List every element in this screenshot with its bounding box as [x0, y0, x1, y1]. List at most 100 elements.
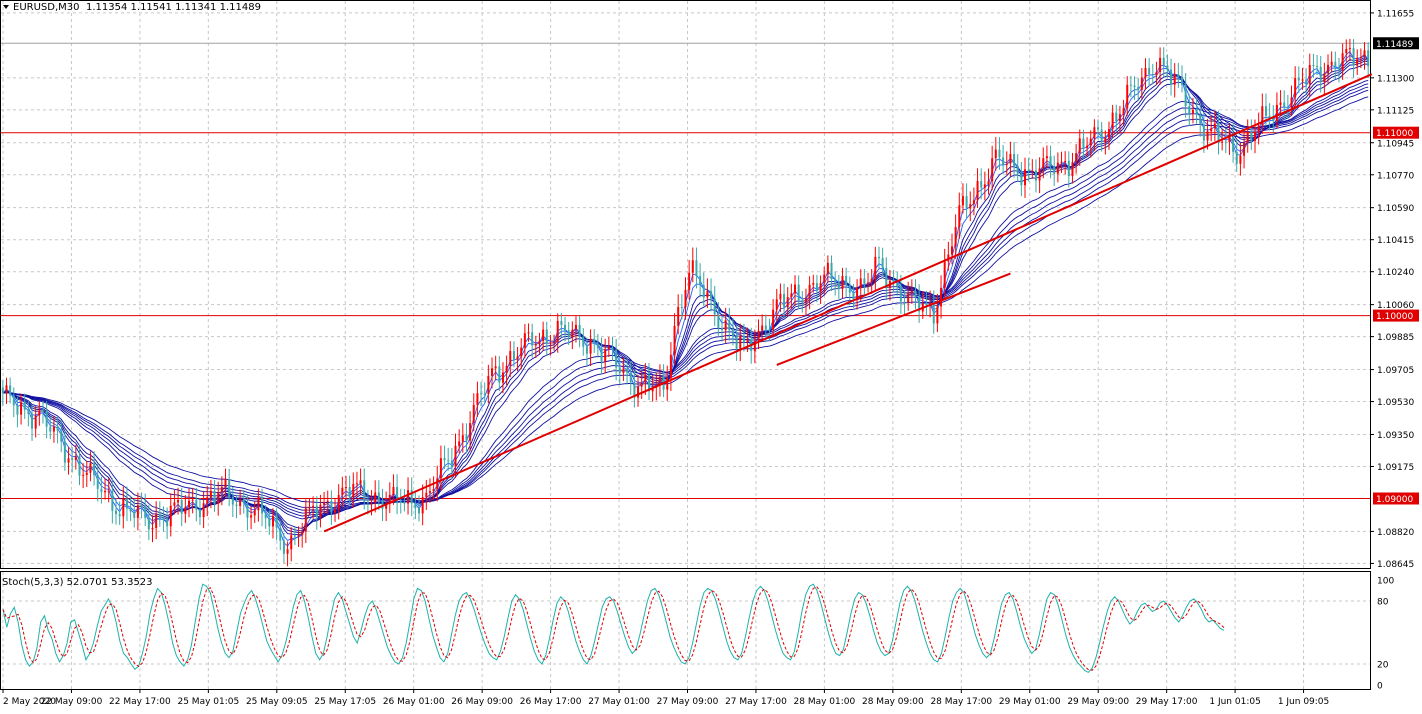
- candle-body: [702, 285, 705, 298]
- candle-body: [987, 181, 990, 185]
- ema-line-35: [2, 79, 1369, 517]
- candle-body: [282, 540, 285, 554]
- candle-body: [706, 291, 709, 298]
- candle-body: [950, 246, 953, 255]
- ohlc-label: 1.11354 1.11541 1.11341 1.11489: [86, 2, 261, 13]
- candle-body: [976, 181, 979, 201]
- candle-body: [571, 329, 574, 338]
- candle-body: [867, 282, 870, 285]
- candle-body: [491, 368, 494, 376]
- candle-body: [1002, 157, 1005, 165]
- trendline: [323, 73, 1373, 533]
- trendlines[interactable]: [323, 73, 1373, 533]
- candle-body: [1140, 77, 1143, 90]
- candle-body: [932, 302, 935, 324]
- candle-body: [768, 329, 771, 331]
- stoch-axis-label: 20: [1377, 661, 1389, 671]
- candle-body: [1367, 50, 1370, 67]
- candle-body: [910, 291, 913, 294]
- candle-body: [633, 382, 636, 398]
- candle-body: [735, 336, 738, 349]
- candle-body: [12, 395, 15, 406]
- candle-body: [1359, 57, 1362, 59]
- level-price-tag-bg: [1373, 492, 1419, 505]
- candle-body: [545, 329, 548, 344]
- candle-body: [881, 258, 884, 268]
- candle-body: [647, 375, 650, 392]
- candle-body: [713, 298, 716, 315]
- candle-body: [826, 262, 829, 275]
- candle-body: [432, 489, 435, 492]
- candle-body: [169, 505, 172, 527]
- candle-body: [1027, 169, 1030, 171]
- candle-body: [629, 372, 632, 383]
- candle-body: [180, 500, 183, 514]
- candle-body: [264, 513, 267, 519]
- candle-body: [129, 508, 132, 512]
- candle-body: [907, 293, 910, 303]
- candle-body: [359, 480, 362, 484]
- candle-body: [688, 272, 691, 291]
- candle-body: [253, 510, 256, 516]
- candle-body: [173, 502, 176, 506]
- candle-body: [1016, 165, 1019, 174]
- candle-body: [899, 286, 902, 302]
- candle-body: [852, 292, 855, 300]
- candle-body: [1086, 145, 1089, 148]
- price-axis: 1.11655 1.11300 1.11125 1.10945 1.10770 1.105…: [1370, 9, 1414, 570]
- candle-body: [1213, 123, 1216, 129]
- candle-body: [483, 393, 486, 395]
- candle-body: [1180, 76, 1183, 85]
- candle-body: [89, 463, 92, 473]
- price-axis-label: 1.10060: [1377, 301, 1414, 311]
- candle-body: [1232, 137, 1235, 152]
- candle-body: [1243, 142, 1246, 156]
- candle-body: [1038, 168, 1041, 181]
- candle-body: [1020, 173, 1023, 186]
- candle-body: [1224, 141, 1227, 143]
- candle-body: [1162, 57, 1165, 66]
- candle-body: [903, 301, 906, 303]
- candle-body: [1173, 74, 1176, 85]
- candle-body: [600, 347, 603, 362]
- candle-body: [790, 293, 793, 298]
- candle-body: [914, 291, 917, 297]
- time-axis-label: 26 May 09:00: [451, 697, 513, 707]
- candle-body: [96, 475, 99, 489]
- candle-body: [1261, 106, 1264, 126]
- price-axis-label: 1.11300: [1377, 74, 1414, 84]
- candle-body: [436, 478, 439, 490]
- candle-body: [428, 491, 431, 493]
- candle-body: [355, 483, 358, 485]
- candle-body: [177, 500, 180, 503]
- candle-body: [407, 490, 410, 504]
- candle-body: [1024, 169, 1027, 186]
- candle-body: [1348, 48, 1351, 50]
- candle-body: [1159, 57, 1162, 73]
- candle-body: [1082, 138, 1085, 148]
- candle-body: [275, 515, 278, 528]
- triangle-down-icon[interactable]: [3, 5, 9, 9]
- candle-body: [1250, 132, 1253, 141]
- candle-body: [34, 415, 37, 429]
- price-axis-label: 1.10240: [1377, 268, 1414, 278]
- candle-body: [1100, 129, 1103, 142]
- candle-body: [1316, 65, 1319, 67]
- candle-body: [710, 291, 713, 299]
- candle-body: [1075, 153, 1078, 163]
- candle-body: [56, 426, 59, 431]
- candle-body: [31, 413, 34, 429]
- candle-body: [604, 349, 607, 362]
- candle-body: [885, 267, 888, 289]
- candle-body: [626, 368, 629, 373]
- candle-body: [505, 365, 508, 373]
- candle-body: [1013, 153, 1016, 166]
- candle-body: [290, 535, 293, 550]
- candle-body: [618, 367, 621, 373]
- time-axis-label: 29 May 01:00: [999, 697, 1061, 707]
- candle-body: [669, 354, 672, 379]
- candle-body: [1056, 162, 1059, 174]
- candle-body: [1122, 108, 1125, 115]
